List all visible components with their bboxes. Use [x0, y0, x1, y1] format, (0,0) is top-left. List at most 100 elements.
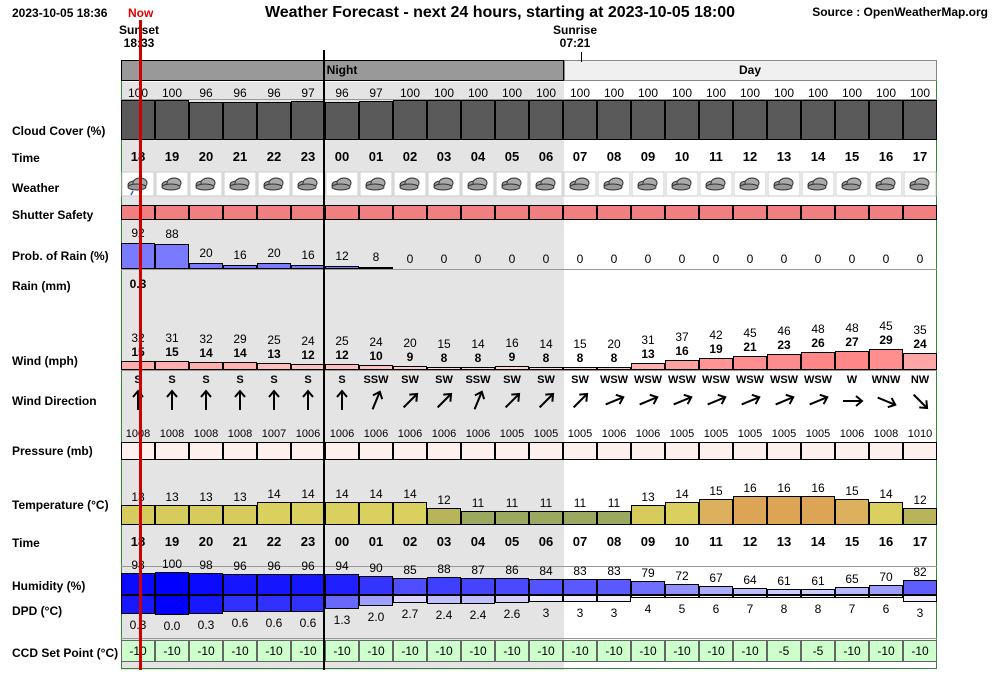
time-label-bottom: 13	[776, 534, 792, 549]
cloud-icon	[631, 171, 665, 199]
dpd-bar	[461, 595, 495, 605]
shutter-safety-cell	[291, 205, 325, 220]
dpd-value: 6	[712, 602, 720, 616]
cloud-cover-bar	[155, 100, 189, 140]
dpd-value: 6	[882, 602, 890, 616]
label-cloud-cover: Cloud Cover (%)	[12, 124, 106, 138]
dpd-value: 2.4	[469, 608, 487, 623]
cloud-icon	[733, 171, 767, 199]
pressure-bar	[733, 442, 767, 460]
prob-rain-value: 0	[474, 252, 482, 266]
wind-arrow-icon	[699, 386, 733, 416]
sunset-time: 18:33	[99, 37, 179, 50]
sunset-label: Sunset	[99, 24, 179, 37]
time-label-bottom: 20	[198, 534, 214, 549]
pressure-bar	[801, 442, 835, 460]
sunrise-time: 07:21	[559, 36, 591, 50]
wind-direction-label: WSW	[735, 374, 765, 386]
temperature-bar	[529, 511, 563, 525]
dpd-bar	[393, 595, 427, 603]
cloud-cover-bar	[121, 100, 155, 140]
temperature-value: 12	[913, 493, 927, 507]
cloud-icon	[835, 171, 869, 199]
prob-rain-bar	[291, 264, 325, 269]
dpd-value: 3	[916, 605, 924, 620]
prob-rain-value: 8	[372, 249, 380, 264]
wind-gust-value: 32	[131, 331, 145, 346]
humidity-value: 82	[913, 564, 927, 579]
dpd-value: 4	[644, 602, 652, 616]
wind-bar	[597, 367, 631, 370]
time-label-bottom: 22	[266, 534, 282, 549]
time-label-bottom: 16	[878, 534, 894, 549]
temperature-bar	[291, 502, 325, 525]
temperature-value: 11	[573, 496, 587, 510]
dpd-bar	[257, 595, 291, 613]
time-label-bottom: 15	[844, 534, 860, 549]
wind-bar	[427, 367, 461, 370]
wind-speed-value: 27	[845, 334, 859, 349]
humidity-value: 65	[845, 572, 859, 587]
temperature-bar	[223, 505, 257, 525]
pressure-value: 1006	[397, 428, 423, 440]
wind-arrow-icon	[597, 386, 631, 416]
label-dpd: DPD (°C)	[12, 604, 63, 618]
wind-arrow-icon	[767, 386, 801, 416]
time-label-bottom: 01	[368, 534, 384, 549]
data-source: Source : OpenWeatherMap.org	[812, 5, 988, 19]
wind-arrow-icon	[257, 386, 291, 416]
wind-gust-value: 37	[675, 330, 689, 345]
cloud-icon	[393, 171, 427, 199]
time-label-bottom: 11	[709, 534, 723, 549]
shutter-safety-cell	[665, 205, 699, 220]
pressure-bar	[597, 442, 631, 460]
cloud-cover-value: 100	[161, 86, 183, 100]
wind-speed-value: 24	[913, 337, 927, 352]
temperature-bar	[767, 496, 801, 525]
cloud-icon	[223, 171, 257, 199]
shutter-safety-cell	[359, 205, 393, 220]
wind-bar	[529, 367, 563, 370]
time-label: 00	[334, 149, 350, 164]
ccd-value: -10	[503, 644, 521, 658]
time-label: 19	[164, 149, 180, 164]
cloud-cover-bar	[189, 101, 223, 140]
pressure-value: 1007	[261, 428, 287, 440]
pressure-bar	[223, 442, 257, 460]
cloud-icon	[155, 171, 189, 199]
pressure-bar	[529, 442, 563, 460]
humidity-value: 83	[607, 564, 621, 579]
temperature-bar	[597, 511, 631, 525]
cloud-cover-bar	[597, 100, 631, 140]
wind-direction-label: WSW	[599, 374, 629, 386]
temperature-value: 11	[539, 496, 553, 510]
wind-gust-value: 29	[233, 331, 247, 346]
ccd-value: -10	[231, 644, 249, 658]
dpd-value: 7	[848, 602, 856, 616]
time-label: 18	[130, 149, 146, 164]
sunset-marker: Sunset 18:33	[99, 24, 179, 50]
temperature-value: 14	[675, 487, 689, 501]
time-label: 07	[572, 149, 588, 164]
wind-speed-value: 23	[777, 338, 791, 353]
ccd-cell	[597, 640, 631, 662]
cloud-cover-value: 100	[127, 86, 149, 100]
cloud-icon	[495, 171, 529, 199]
dpd-value: 0.0	[163, 619, 181, 633]
shutter-safety-cell	[801, 205, 835, 220]
wind-direction-label: SW	[401, 374, 419, 386]
time-label: 05	[504, 149, 520, 164]
dpd-value: 0.3	[129, 617, 147, 632]
shutter-safety-cell	[325, 205, 359, 220]
cloud-cover-value: 100	[433, 86, 455, 100]
dpd-value: 5	[678, 602, 686, 616]
wind-gust-value: 45	[743, 325, 757, 340]
sunrise-marker: Sunrise 07:21	[535, 24, 615, 50]
ccd-value: -10	[401, 644, 419, 658]
humidity-bar	[903, 579, 937, 595]
wind-arrow-icon	[495, 386, 529, 416]
time-label-bottom: 07	[572, 534, 588, 549]
cloud-cover-bar	[529, 100, 563, 140]
shutter-safety-cell	[529, 205, 563, 220]
dpd-value: 7	[746, 602, 754, 616]
